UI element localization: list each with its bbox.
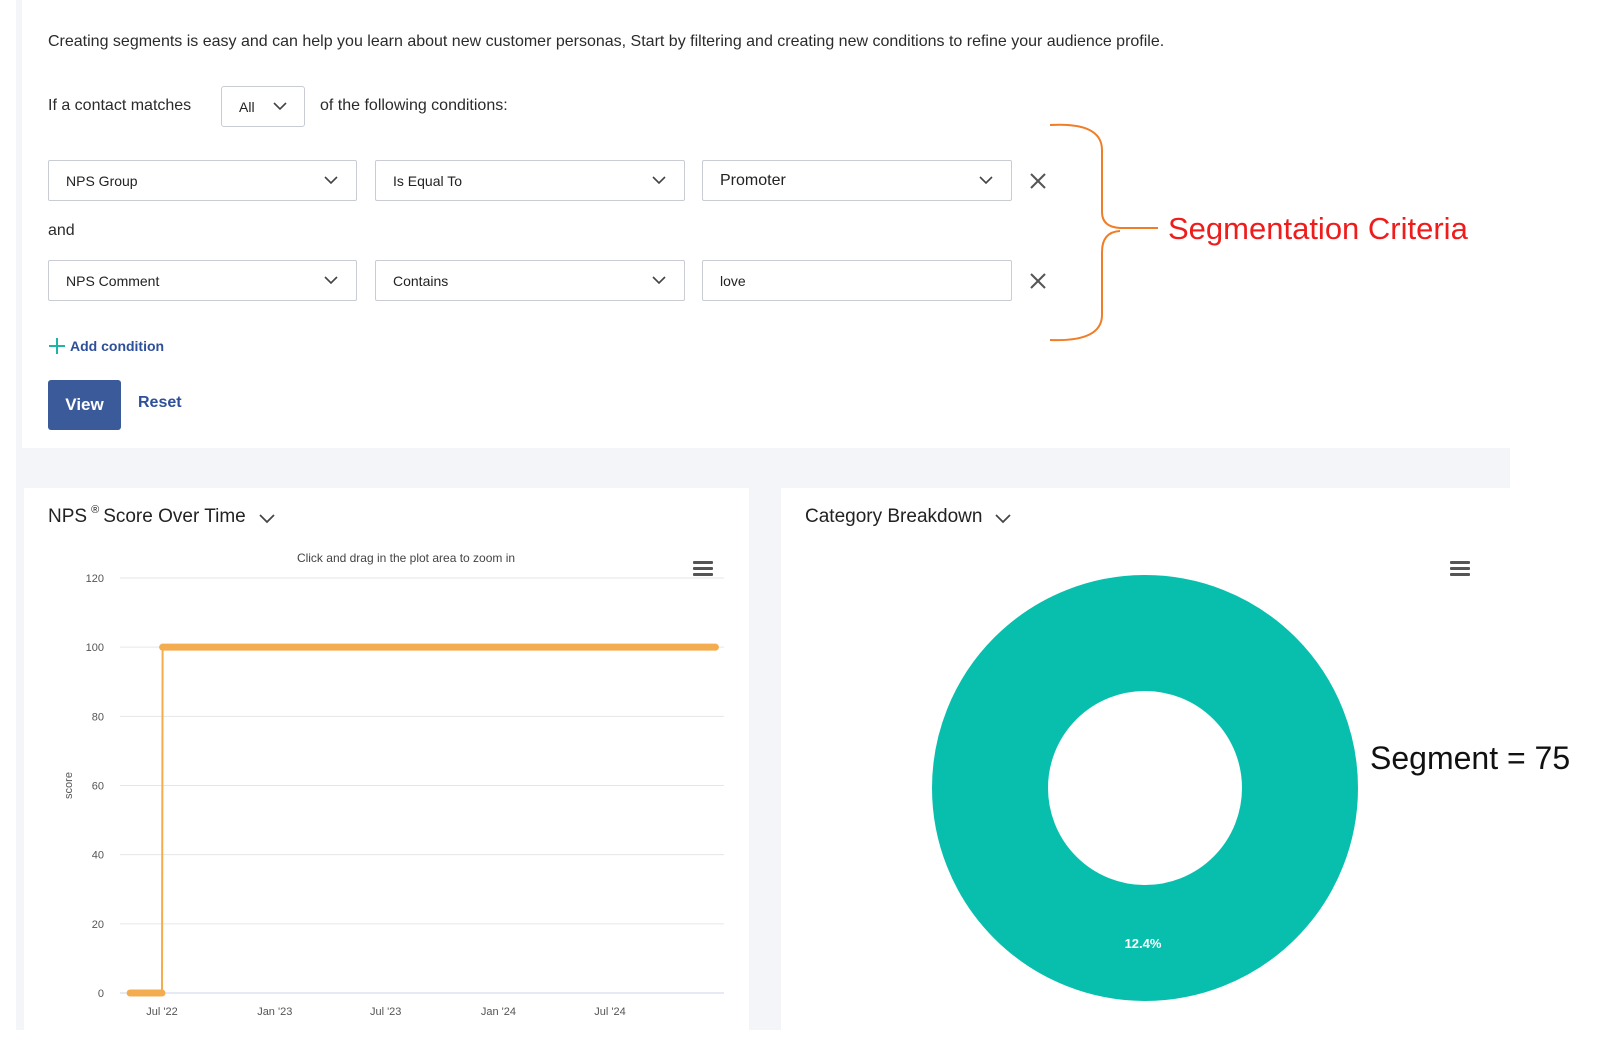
condition-2-operator-value: Contains bbox=[393, 273, 449, 289]
add-condition-button[interactable]: Add condition bbox=[48, 335, 164, 357]
nps-title-suffix: Score Over Time bbox=[103, 506, 246, 527]
condition-1-operator-value: Is Equal To bbox=[393, 173, 463, 189]
chevron-down-icon bbox=[324, 176, 338, 185]
category-donut-chart[interactable]: 12.4% bbox=[781, 488, 1510, 1030]
category-chart-title[interactable]: Category Breakdown bbox=[805, 506, 1012, 528]
nps-line-chart[interactable]: Click and drag in the plot area to zoom … bbox=[24, 488, 749, 1030]
remove-condition-1-close-icon[interactable] bbox=[1028, 171, 1048, 191]
condition-1-field-value: NPS Group bbox=[66, 173, 138, 189]
nps-title-prefix: NPS bbox=[48, 506, 88, 527]
segmentation-criteria-annotation: Segmentation Criteria bbox=[1168, 211, 1468, 246]
add-condition-label: Add condition bbox=[70, 338, 165, 354]
intro-text: Creating segments is easy and can help y… bbox=[48, 33, 1165, 50]
y-tick-label: 0 bbox=[98, 988, 104, 1000]
condition-connector: and bbox=[48, 222, 75, 239]
category-breakdown-card: Category Breakdown 12.4% bbox=[781, 488, 1510, 1030]
condition-1-operator-select[interactable]: Is Equal To bbox=[375, 160, 685, 201]
condition-1-field-select[interactable]: NPS Group bbox=[48, 160, 357, 201]
remove-condition-2-close-icon[interactable] bbox=[1028, 271, 1048, 291]
y-tick-label: 120 bbox=[86, 573, 104, 585]
plus-icon bbox=[49, 338, 65, 354]
x-tick-label: Jan '24 bbox=[481, 1006, 516, 1018]
condition-2-field-select[interactable]: NPS Comment bbox=[48, 260, 357, 301]
donut-slice[interactable] bbox=[932, 575, 1358, 1001]
segment-count-annotation: Segment = 75 bbox=[1370, 740, 1571, 776]
x-tick-label: Jul '24 bbox=[594, 1006, 625, 1018]
chevron-down-icon bbox=[259, 514, 275, 524]
chart-menu-icon[interactable] bbox=[1450, 561, 1470, 577]
condition-2-field-value: NPS Comment bbox=[66, 273, 160, 289]
x-tick-label: Jul '22 bbox=[146, 1006, 177, 1018]
reset-button[interactable]: Reset bbox=[138, 394, 182, 411]
y-tick-label: 20 bbox=[92, 919, 104, 931]
annotation-brace bbox=[1049, 123, 1158, 342]
match-mode-value: All bbox=[239, 99, 255, 115]
chart-zoom-hint: Click and drag in the plot area to zoom … bbox=[297, 551, 515, 565]
condition-2-operator-select[interactable]: Contains bbox=[375, 260, 685, 301]
slice-data-label: 12.4% bbox=[1125, 936, 1162, 951]
x-tick-label: Jan '23 bbox=[257, 1006, 292, 1018]
match-mode-select[interactable]: All bbox=[221, 86, 305, 127]
x-tick-label: Jul '23 bbox=[370, 1006, 401, 1018]
nps-chart-title[interactable]: NPS ® Score Over Time bbox=[48, 504, 275, 528]
condition-1-value: Promoter bbox=[720, 172, 786, 189]
condition-1-value-select[interactable]: Promoter bbox=[702, 160, 1012, 201]
y-tick-label: 80 bbox=[92, 711, 104, 723]
chevron-down-icon bbox=[652, 176, 666, 185]
y-tick-label: 60 bbox=[92, 781, 104, 793]
chevron-down-icon bbox=[324, 276, 338, 285]
nps-score-card: NPS ® Score Over Time Click and drag in … bbox=[24, 488, 749, 1030]
condition-2-value-input[interactable]: love bbox=[702, 260, 1012, 301]
chevron-down-icon bbox=[979, 176, 993, 185]
registered-mark: ® bbox=[91, 504, 100, 516]
chevron-down-icon bbox=[995, 514, 1012, 524]
y-axis-title: score bbox=[63, 772, 75, 799]
category-title-text: Category Breakdown bbox=[805, 506, 983, 527]
match-suffix: of the following conditions: bbox=[320, 97, 508, 114]
chevron-down-icon bbox=[273, 102, 287, 111]
chevron-down-icon bbox=[652, 276, 666, 285]
series-line-segment bbox=[161, 647, 164, 994]
y-tick-label: 40 bbox=[92, 850, 104, 862]
view-button[interactable]: View bbox=[48, 380, 121, 430]
match-prefix: If a contact matches bbox=[48, 97, 192, 114]
chart-menu-icon[interactable] bbox=[693, 561, 713, 577]
condition-2-value: love bbox=[720, 273, 746, 289]
y-tick-label: 100 bbox=[86, 642, 104, 654]
segment-builder-panel bbox=[22, 0, 1510, 448]
